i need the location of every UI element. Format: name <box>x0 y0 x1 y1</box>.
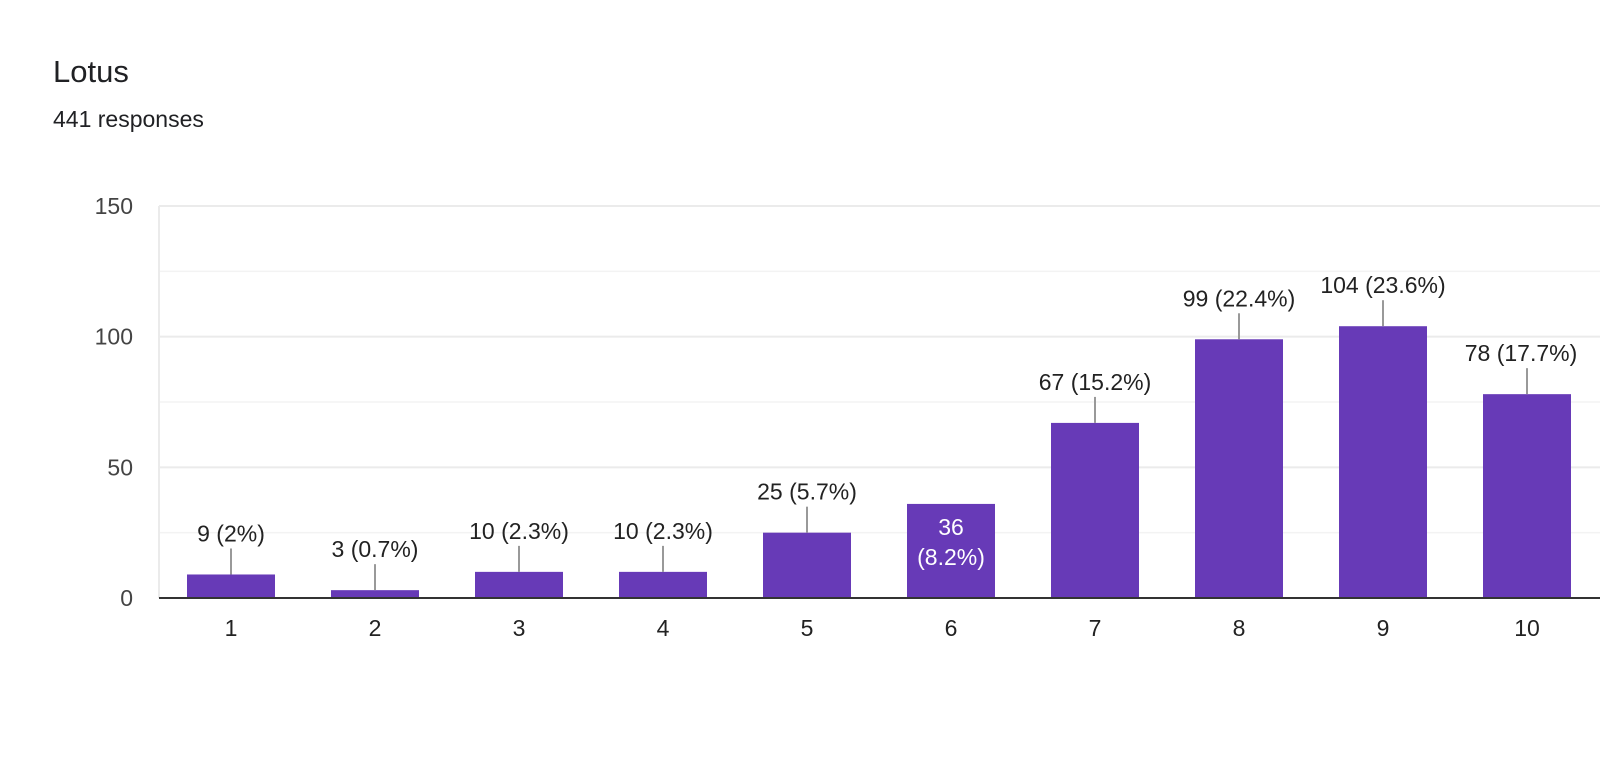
x-tick-label: 7 <box>1089 615 1102 641</box>
response-count: 441 responses <box>53 106 204 132</box>
bar <box>1195 339 1283 598</box>
y-tick-label: 150 <box>95 193 133 219</box>
x-tick-label: 8 <box>1233 615 1246 641</box>
bar <box>1339 326 1427 598</box>
bar <box>619 571 707 598</box>
data-label: 36 <box>938 514 964 540</box>
x-tick-label: 9 <box>1377 615 1390 641</box>
data-label: 10 (2.3%) <box>469 518 569 544</box>
data-label: 3 (0.7%) <box>332 536 419 562</box>
bar <box>331 590 419 598</box>
data-label: 25 (5.7%) <box>757 479 857 505</box>
x-tick-label: 10 <box>1514 615 1540 641</box>
x-tick-label: 6 <box>945 615 958 641</box>
data-label: 78 (17.7%) <box>1465 340 1578 366</box>
y-tick-label: 100 <box>95 324 133 350</box>
y-tick-label: 50 <box>107 454 133 480</box>
x-tick-label: 3 <box>513 615 526 641</box>
data-label: 67 (15.2%) <box>1039 369 1152 395</box>
data-label: (8.2%) <box>917 544 985 570</box>
x-tick-label: 1 <box>225 615 238 641</box>
bar <box>763 532 851 598</box>
question-title: Lotus <box>53 54 129 89</box>
x-tick-label: 4 <box>657 615 670 641</box>
data-label: 10 (2.3%) <box>613 518 713 544</box>
bar <box>1051 422 1139 598</box>
bar <box>907 503 995 598</box>
x-tick-label: 2 <box>369 615 382 641</box>
data-label: 9 (2%) <box>197 520 265 546</box>
bar <box>1483 394 1571 598</box>
x-tick-label: 5 <box>801 615 814 641</box>
bar <box>187 574 275 598</box>
bar <box>475 571 563 598</box>
data-label: 104 (23.6%) <box>1320 272 1445 298</box>
data-label: 99 (22.4%) <box>1183 285 1296 311</box>
y-tick-label: 0 <box>120 585 133 611</box>
